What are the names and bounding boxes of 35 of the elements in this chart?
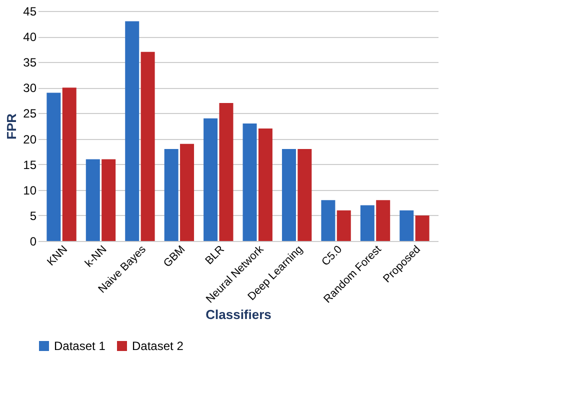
bar [415,215,430,241]
bar [46,92,61,241]
bar [62,88,76,241]
y-tick-label: 35 [23,56,37,70]
bar [164,149,178,241]
y-tick-label: 10 [23,183,37,198]
y-tick-label: 5 [30,208,37,223]
bar [102,159,116,241]
y-tick-label: 15 [23,158,37,172]
x-tick-label: BLR [203,243,227,268]
legend-label: Dataset 1 [54,339,106,353]
y-tick-label: 30 [23,81,37,96]
bar [242,123,257,241]
y-tick-label: 45 [23,4,37,18]
bar [204,118,218,241]
y-tick-label: 25 [23,106,37,121]
bar [219,103,234,241]
bar [298,149,312,241]
bar [180,144,194,241]
bar [282,149,296,241]
y-tick-label: 20 [23,132,37,146]
y-axis-title: FPR [4,112,20,140]
legend-label: Dataset 2 [132,339,184,353]
x-axis-title: Classifiers [206,306,272,322]
bar [86,159,100,241]
bar [376,200,390,241]
bar [140,52,155,241]
bar [336,210,351,241]
bar [258,128,272,241]
y-tick-label: 40 [23,30,37,44]
bar [321,200,336,241]
y-tick-label: 0 [30,234,37,248]
bar [360,205,374,241]
bar [400,210,414,241]
bar [125,21,140,241]
